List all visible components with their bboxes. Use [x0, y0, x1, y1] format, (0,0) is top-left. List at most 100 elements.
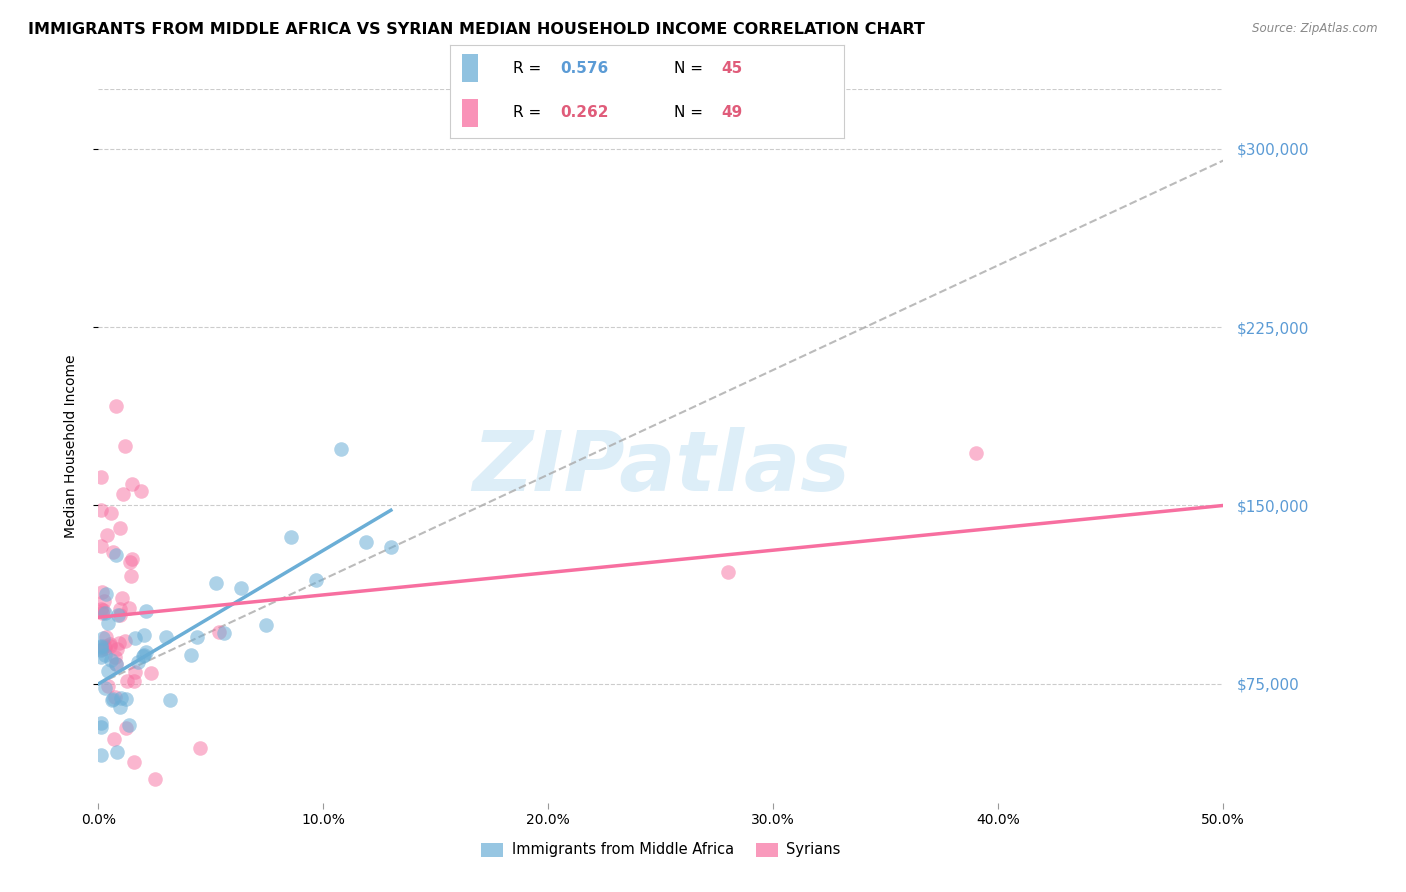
Text: 45: 45 — [721, 61, 742, 76]
Point — [965, 446, 987, 460]
Legend: Immigrants from Middle Africa, Syrians: Immigrants from Middle Africa, Syrians — [475, 837, 846, 863]
Point — [139, 665, 162, 680]
Point — [96, 630, 118, 644]
Point — [117, 674, 139, 689]
Point — [90, 642, 112, 657]
Text: 0.262: 0.262 — [560, 105, 609, 120]
Point — [135, 645, 157, 659]
Point — [108, 608, 131, 623]
Point — [111, 591, 134, 605]
Bar — [461, 99, 478, 127]
Text: N =: N = — [675, 105, 709, 120]
Text: R =: R = — [513, 61, 546, 76]
Point — [94, 607, 117, 621]
Point — [155, 631, 177, 645]
Point — [90, 715, 112, 730]
Point — [124, 756, 146, 770]
Point — [118, 555, 141, 569]
Point — [90, 720, 112, 734]
Point — [104, 548, 127, 562]
Point — [97, 679, 120, 693]
Point — [98, 637, 121, 651]
Point — [91, 642, 114, 657]
Point — [93, 594, 115, 608]
Point — [90, 649, 112, 664]
Point — [108, 635, 131, 649]
Point — [90, 748, 112, 763]
Point — [90, 539, 112, 553]
Point — [186, 630, 208, 644]
Point — [94, 681, 117, 695]
Point — [380, 540, 402, 554]
Point — [329, 442, 352, 456]
Point — [108, 601, 131, 615]
Point — [114, 721, 136, 735]
Point — [90, 640, 112, 654]
Point — [105, 746, 128, 760]
Point — [117, 718, 139, 732]
Point — [115, 691, 138, 706]
Point — [105, 399, 128, 413]
Point — [214, 626, 236, 640]
Point — [121, 569, 143, 583]
Text: 49: 49 — [721, 105, 742, 120]
Point — [135, 604, 157, 618]
Point — [111, 486, 134, 500]
Point — [104, 690, 127, 704]
Point — [208, 624, 231, 639]
Point — [110, 700, 132, 714]
Point — [159, 693, 181, 707]
Y-axis label: Median Household Income: Median Household Income — [63, 354, 77, 538]
Point — [103, 731, 125, 746]
Text: 0.576: 0.576 — [560, 61, 609, 76]
Point — [100, 639, 122, 653]
Point — [96, 528, 118, 542]
Text: IMMIGRANTS FROM MIDDLE AFRICA VS SYRIAN MEDIAN HOUSEHOLD INCOME CORRELATION CHAR: IMMIGRANTS FROM MIDDLE AFRICA VS SYRIAN … — [28, 22, 925, 37]
Point — [122, 674, 145, 689]
Point — [90, 602, 112, 616]
Point — [104, 649, 127, 664]
Point — [94, 639, 117, 653]
Point — [105, 657, 128, 671]
Point — [121, 476, 143, 491]
Point — [100, 652, 122, 666]
Point — [188, 741, 211, 756]
Point — [305, 573, 328, 587]
Point — [91, 632, 114, 646]
Point — [101, 691, 124, 706]
Point — [107, 607, 129, 622]
Point — [97, 665, 120, 679]
Point — [97, 615, 120, 630]
Point — [110, 691, 132, 706]
Point — [94, 587, 117, 601]
Point — [90, 607, 112, 621]
Point — [280, 530, 302, 544]
Point — [105, 657, 128, 671]
Point — [90, 639, 112, 653]
Point — [114, 439, 136, 453]
Bar — [461, 54, 478, 82]
Point — [143, 772, 166, 786]
Point — [90, 503, 112, 517]
Point — [132, 648, 155, 663]
Point — [90, 470, 112, 484]
Text: ZIPatlas: ZIPatlas — [472, 427, 849, 508]
Point — [100, 506, 122, 520]
Point — [129, 484, 152, 499]
Point — [108, 521, 131, 535]
Point — [180, 648, 202, 662]
Point — [91, 585, 114, 599]
Point — [229, 581, 252, 595]
Point — [114, 634, 136, 648]
Text: Source: ZipAtlas.com: Source: ZipAtlas.com — [1253, 22, 1378, 36]
Point — [205, 575, 228, 590]
Point — [105, 641, 128, 656]
Point — [717, 566, 740, 580]
Point — [124, 665, 146, 680]
Text: R =: R = — [513, 105, 546, 120]
Text: N =: N = — [675, 61, 709, 76]
Point — [94, 641, 117, 656]
Point — [124, 631, 146, 645]
Point — [134, 648, 156, 662]
Point — [354, 534, 377, 549]
